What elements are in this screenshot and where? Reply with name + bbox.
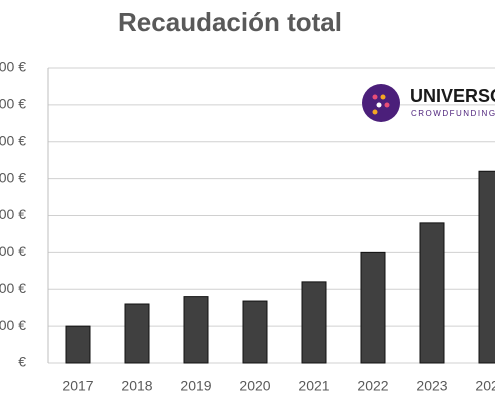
y-tick-label: 600 € <box>0 132 26 148</box>
x-tick-label: 2020 <box>239 378 270 394</box>
logo-dot <box>372 94 378 100</box>
x-tick-label: 2022 <box>357 378 388 394</box>
logo-name: UNIVERSO <box>410 86 495 106</box>
logo-icon <box>362 84 400 122</box>
x-tick-label: 2017 <box>62 378 93 394</box>
logo-dot <box>380 94 386 100</box>
bar <box>65 325 91 364</box>
x-tick-label: 2023 <box>416 378 447 394</box>
x-tick-label: 2018 <box>121 378 152 394</box>
logo-dot <box>376 102 382 108</box>
bar <box>183 296 209 364</box>
bar <box>419 222 445 364</box>
bar <box>242 300 268 364</box>
y-tick-label: € <box>18 354 26 370</box>
x-tick-label: 2021 <box>298 378 329 394</box>
y-tick-label: 800 € <box>0 59 26 75</box>
y-tick-label: 700 € <box>0 96 26 112</box>
y-tick-label: 100 € <box>0 317 26 333</box>
y-tick-label: 500 € <box>0 169 26 185</box>
bar <box>124 303 150 364</box>
y-tick-label: 300 € <box>0 243 26 259</box>
logo-dot <box>372 109 378 115</box>
logo-tagline: CROWDFUNDING <box>411 109 495 118</box>
y-tick-label: 200 € <box>0 280 26 296</box>
logo-dot <box>384 102 390 108</box>
y-tick-label: 400 € <box>0 206 26 222</box>
chart-title: Recaudación total <box>118 7 342 37</box>
bar <box>478 170 495 364</box>
logo: UNIVERSO CROWDFUNDING <box>362 84 495 122</box>
x-tick-label: 2024 <box>475 378 495 394</box>
bar <box>360 251 386 364</box>
x-tick-label: 2019 <box>180 378 211 394</box>
bar <box>301 281 327 364</box>
